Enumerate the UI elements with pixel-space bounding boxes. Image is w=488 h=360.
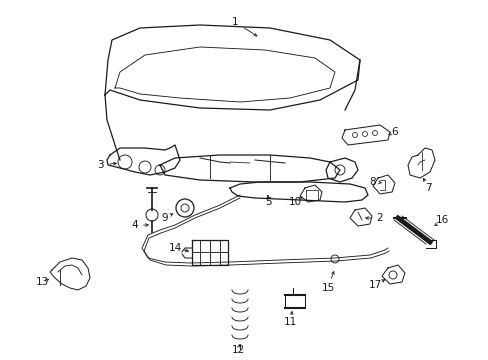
Text: 6: 6 <box>391 127 398 137</box>
Text: 5: 5 <box>264 197 271 207</box>
Text: 14: 14 <box>168 243 181 253</box>
Text: 3: 3 <box>97 160 103 170</box>
Text: 4: 4 <box>131 220 138 230</box>
Text: 13: 13 <box>35 277 48 287</box>
Text: 2: 2 <box>376 213 383 223</box>
Text: 1: 1 <box>231 17 238 27</box>
Text: 10: 10 <box>288 197 301 207</box>
Text: 12: 12 <box>231 345 244 355</box>
Text: 9: 9 <box>162 213 168 223</box>
Text: 16: 16 <box>434 215 447 225</box>
Text: 7: 7 <box>424 183 430 193</box>
Text: 8: 8 <box>369 177 376 187</box>
Text: 11: 11 <box>283 317 296 327</box>
Text: 15: 15 <box>321 283 334 293</box>
Text: 17: 17 <box>367 280 381 290</box>
